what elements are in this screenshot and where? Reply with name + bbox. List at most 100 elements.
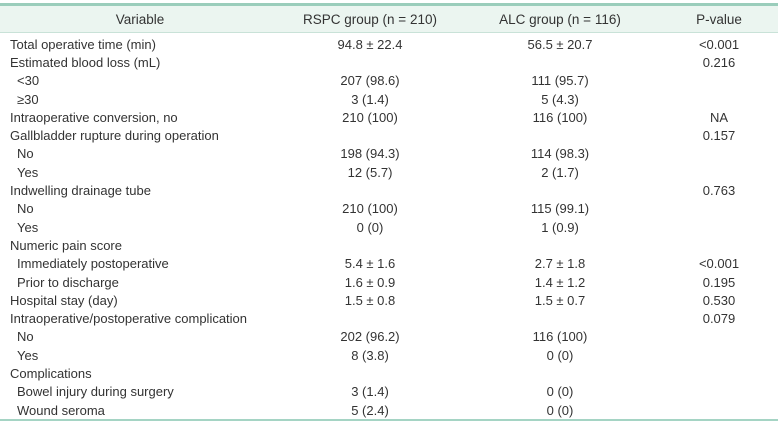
cell-rspc-value [280, 364, 460, 382]
cell-variable: Yes [17, 164, 39, 180]
table-row: Indwelling drainage tube 0.763 [0, 181, 778, 199]
cell-pvalue [660, 145, 778, 163]
cell-rspc-value: 1.5 ± 0.8 [344, 292, 396, 308]
cell-pvalue: <0.001 [698, 256, 740, 272]
table-row: ≥30 3 (1.4) 5 (4.3) [0, 90, 778, 108]
table-row: No 198 (94.3) 114 (98.3) [0, 145, 778, 163]
cell-alc-value: 2 (1.7) [541, 164, 579, 180]
cell-alc-value: 116 (100) [532, 109, 588, 125]
cell-alc-value: 0 (0) [546, 384, 574, 400]
cell-variable: Indwelling drainage tube [10, 183, 151, 199]
cell-rspc-value [280, 181, 460, 199]
cell-pvalue: 0.216 [702, 54, 736, 70]
cell-alc-value: 56.5 ± 20.7 [527, 36, 593, 52]
table-row: Yes 12 (5.7) 2 (1.7) [0, 163, 778, 181]
cell-pvalue: 0.195 [702, 274, 736, 290]
cell-variable: ≥30 [17, 91, 39, 107]
cell-rspc-value: 202 (96.2) [340, 329, 400, 345]
cell-rspc-value [280, 126, 460, 144]
cell-pvalue [660, 218, 778, 236]
col-header-rspc-group: RSPC group (n = 210) [303, 11, 437, 27]
col-header-pvalue: P-value [696, 11, 742, 27]
cell-rspc-value [280, 53, 460, 71]
table-row: Yes 8 (3.8) 0 (0) [0, 346, 778, 364]
cell-rspc-value [280, 309, 460, 327]
cell-alc-value: 116 (100) [532, 329, 588, 345]
cell-rspc-value: 207 (98.6) [340, 73, 400, 89]
cell-rspc-value: 3 (1.4) [351, 91, 389, 107]
cell-alc-value [460, 364, 660, 382]
cell-rspc-value: 210 (100) [342, 109, 398, 125]
cell-variable: Immediately postoperative [17, 256, 169, 272]
col-header-variable: Variable [115, 11, 165, 27]
cell-variable: Hospital stay (day) [10, 292, 118, 308]
cell-rspc-value: 3 (1.4) [351, 384, 389, 400]
table-row: Yes 0 (0) 1 (0.9) [0, 218, 778, 236]
cell-variable: No [17, 201, 34, 217]
cell-pvalue [660, 328, 778, 346]
cell-pvalue [660, 90, 778, 108]
cell-rspc-value: 5 (2.4) [351, 402, 389, 418]
cell-variable: Intraoperative conversion, no [10, 109, 178, 125]
cell-alc-value: 111 (95.7) [531, 73, 589, 89]
cell-variable: Yes [17, 347, 39, 363]
table-row: Hospital stay (day) 1.5 ± 0.8 1.5 ± 0.7 … [0, 291, 778, 309]
cell-alc-value [460, 53, 660, 71]
cell-variable: Gallbladder rupture during operation [10, 128, 219, 144]
cell-pvalue: 0.079 [702, 311, 736, 327]
cell-alc-value [460, 181, 660, 199]
cell-pvalue [660, 346, 778, 364]
cell-variable: <30 [17, 73, 40, 89]
cell-rspc-value: 5.4 ± 1.6 [344, 256, 396, 272]
cell-alc-value: 1 (0.9) [541, 219, 579, 235]
cell-alc-value [460, 126, 660, 144]
cell-variable: Yes [17, 219, 39, 235]
cell-alc-value: 5 (4.3) [541, 91, 579, 107]
cell-alc-value: 115 (99.1) [530, 201, 590, 217]
cell-pvalue [660, 364, 778, 382]
cell-pvalue: NA [709, 109, 729, 125]
cell-alc-value: 1.5 ± 0.7 [534, 292, 586, 308]
table-row: Gallbladder rupture during operation 0.1… [0, 126, 778, 144]
table-header-row: Variable RSPC group (n = 210) ALC group … [0, 4, 778, 33]
cell-variable: Total operative time (min) [10, 36, 156, 52]
cell-alc-value: 1.4 ± 1.2 [534, 274, 586, 290]
table-row: Intraoperative conversion, no 210 (100) … [0, 108, 778, 126]
cell-variable: Intraoperative/postoperative complicatio… [10, 311, 248, 327]
table-row: No 210 (100) 115 (99.1) [0, 200, 778, 218]
col-header-alc-group: ALC group (n = 116) [499, 11, 621, 27]
cell-variable: Prior to discharge [17, 274, 119, 290]
cell-alc-value: 114 (98.3) [530, 146, 590, 162]
cell-alc-value: 0 (0) [546, 347, 574, 363]
cell-variable: Bowel injury during surgery [17, 384, 174, 400]
cell-variable: Wound seroma [17, 402, 105, 418]
table-row: Estimated blood loss (mL) 0.216 [0, 53, 778, 71]
results-table-container: Variable RSPC group (n = 210) ALC group … [0, 3, 778, 422]
cell-pvalue: 0.157 [702, 128, 736, 144]
cell-rspc-value: 210 (100) [342, 201, 398, 217]
results-table: Variable RSPC group (n = 210) ALC group … [0, 3, 778, 422]
cell-rspc-value [280, 236, 460, 254]
cell-pvalue: 0.530 [702, 292, 736, 308]
cell-pvalue [660, 163, 778, 181]
table-row: Prior to discharge 1.6 ± 0.9 1.4 ± 1.2 0… [0, 273, 778, 291]
cell-pvalue [660, 200, 778, 218]
table-row: <30 207 (98.6) 111 (95.7) [0, 72, 778, 90]
table-row: Total operative time (min) 94.8 ± 22.4 5… [0, 33, 778, 54]
table-row: Bowel injury during surgery 3 (1.4) 0 (0… [0, 383, 778, 401]
cell-alc-value [460, 236, 660, 254]
cell-pvalue [660, 383, 778, 401]
table-row: Wound seroma 5 (2.4) 0 (0) [0, 401, 778, 420]
table-row: Immediately postoperative 5.4 ± 1.6 2.7 … [0, 255, 778, 273]
table-row: Numeric pain score [0, 236, 778, 254]
cell-rspc-value: 0 (0) [356, 219, 384, 235]
cell-rspc-value: 198 (94.3) [340, 146, 400, 162]
cell-pvalue [660, 72, 778, 90]
cell-variable: Complications [10, 365, 92, 381]
cell-rspc-value: 94.8 ± 22.4 [337, 36, 403, 52]
cell-pvalue [660, 236, 778, 254]
cell-variable: Estimated blood loss (mL) [10, 54, 161, 70]
cell-variable: No [17, 146, 34, 162]
cell-variable: No [17, 329, 34, 345]
cell-pvalue [660, 401, 778, 420]
